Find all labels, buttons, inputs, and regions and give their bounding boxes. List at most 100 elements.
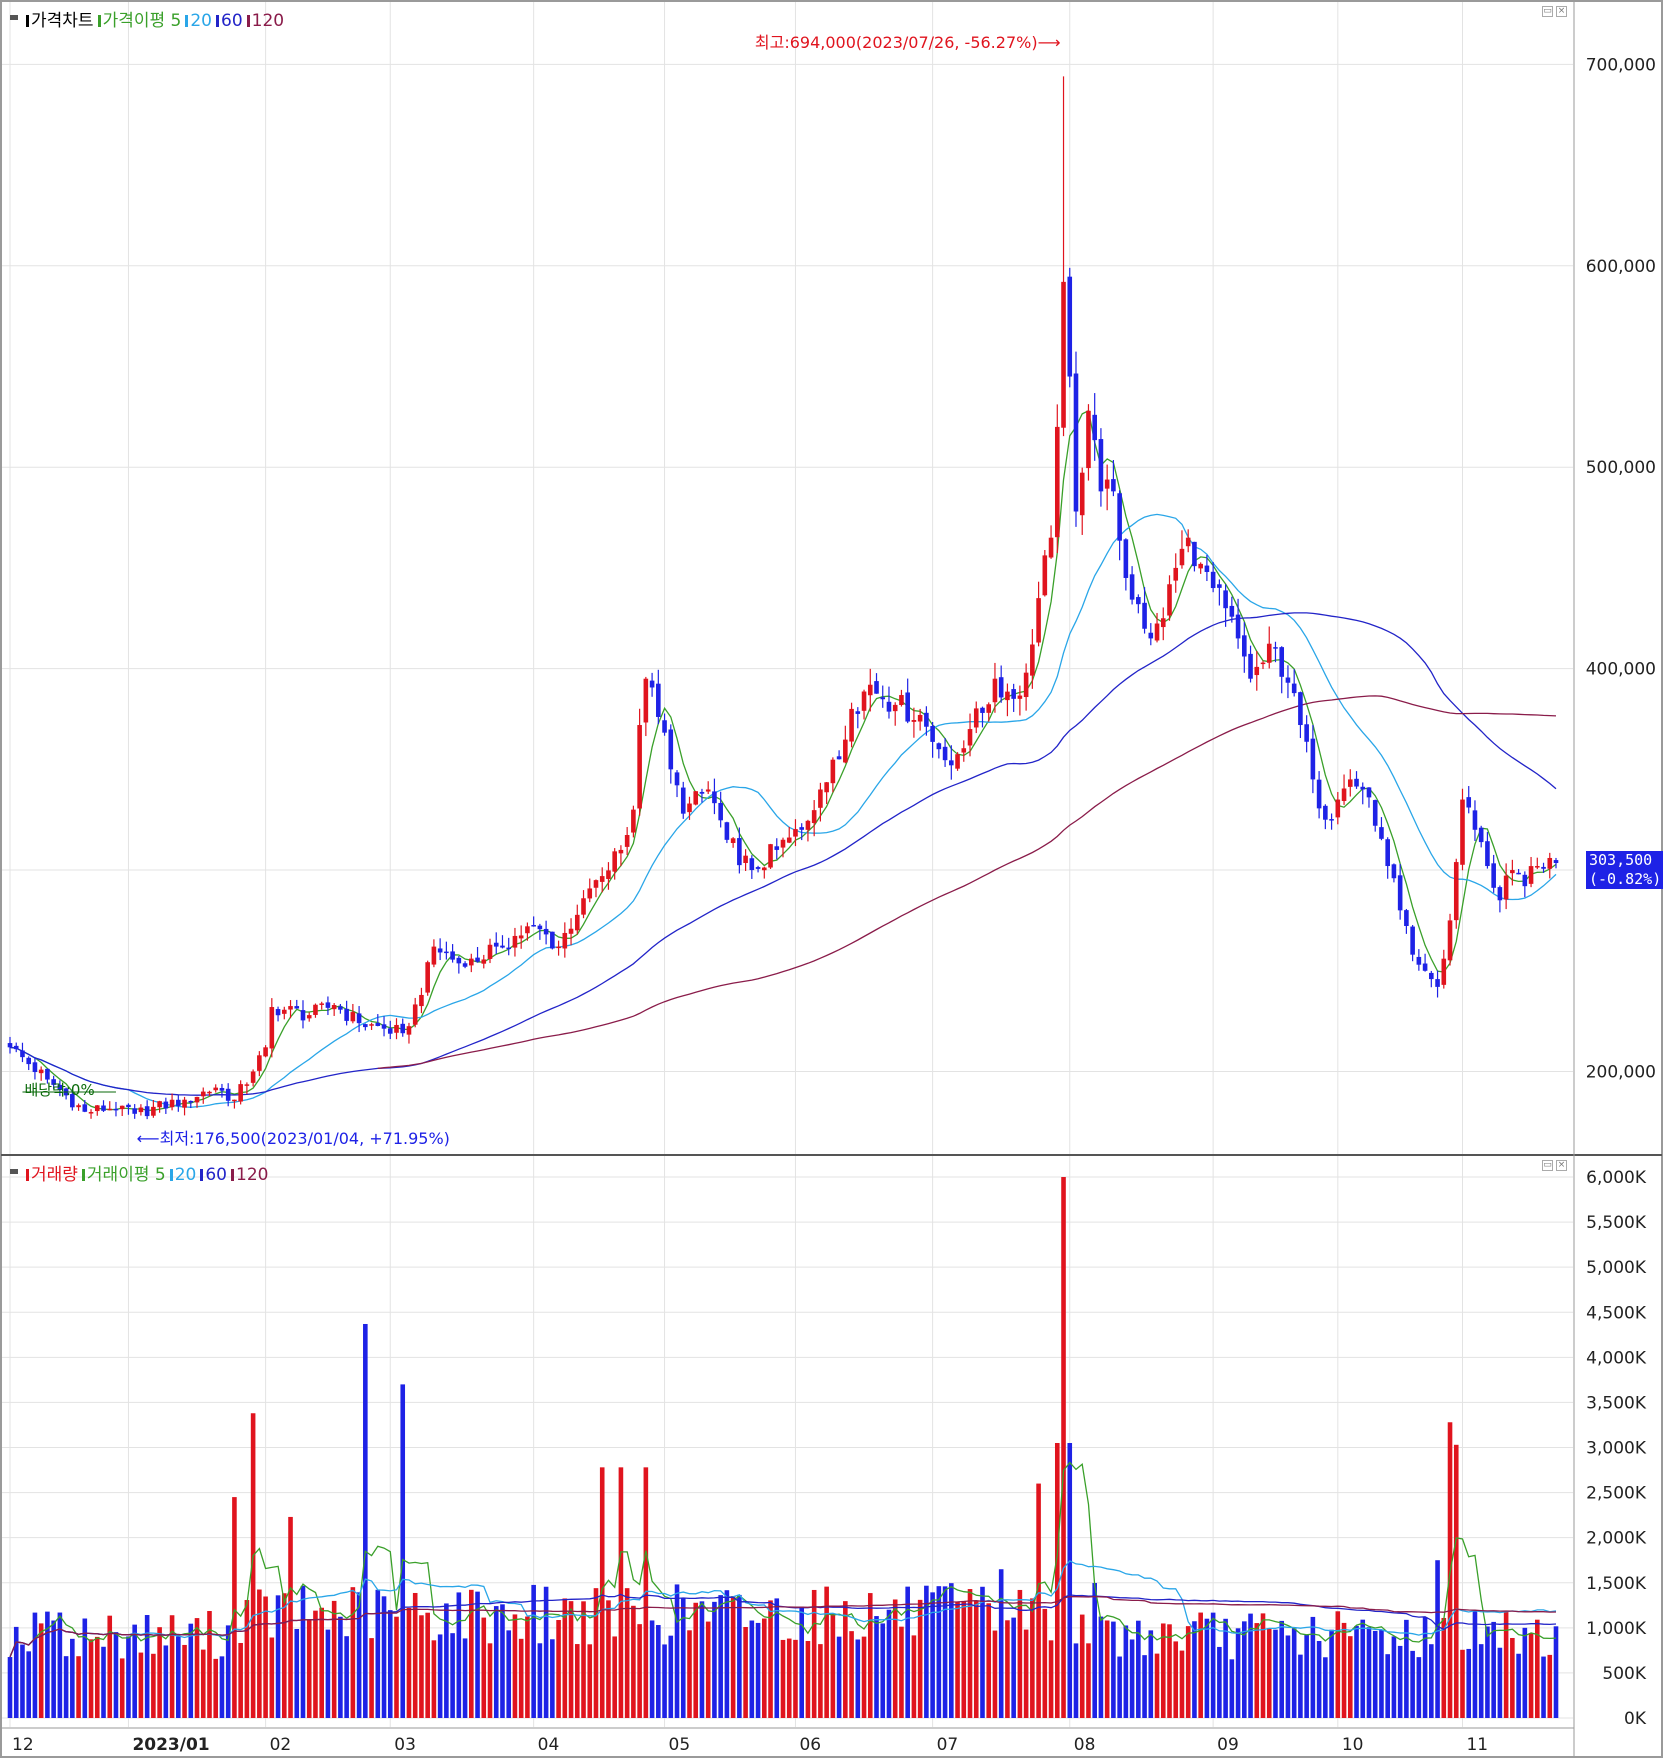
- volume-bar: [1111, 1621, 1116, 1718]
- minimize-panel-icon[interactable]: ▭: [1542, 1160, 1553, 1171]
- candle-body: [955, 754, 960, 769]
- volume-bar: [805, 1641, 811, 1718]
- candle: [874, 673, 879, 694]
- volume-bar: [768, 1600, 773, 1718]
- volume-bar: [525, 1616, 530, 1718]
- candle: [26, 1056, 32, 1071]
- legend-period-20: 20: [190, 11, 212, 31]
- candle-body: [1042, 555, 1048, 596]
- candle: [288, 1000, 293, 1019]
- candle-body: [1204, 565, 1210, 572]
- volume-bar: [836, 1636, 842, 1718]
- volume-bar: [394, 1616, 399, 1718]
- candle-body: [1323, 805, 1328, 820]
- candle-body: [581, 898, 586, 915]
- candle-body: [1260, 662, 1266, 665]
- chart-annotations: 최고:694,000(2023/07/26, -56.27%)⟶ ⟵최저:176,…: [22, 33, 1061, 1148]
- candle: [1323, 804, 1328, 830]
- candle-body: [998, 677, 1004, 698]
- volume-bar: [880, 1623, 886, 1718]
- legend-marker: [216, 15, 219, 27]
- candle: [1510, 859, 1515, 886]
- candle: [1092, 393, 1097, 461]
- volume-bar: [886, 1609, 892, 1718]
- candle: [1385, 837, 1390, 879]
- price-tick-label: 700,000: [1586, 55, 1656, 75]
- candle: [70, 1089, 75, 1111]
- candle: [1073, 351, 1079, 527]
- candle-body: [381, 1024, 387, 1029]
- volume-bar: [257, 1589, 262, 1718]
- candle-body: [886, 701, 892, 712]
- candle: [917, 708, 923, 731]
- candle-body: [51, 1079, 56, 1085]
- volume-bar: [518, 1638, 524, 1718]
- x-axis-labels: 12 2023/01 02 03 04 05 06 07 08 09 10 11: [12, 1735, 1488, 1755]
- candle-body: [481, 959, 487, 964]
- candle: [612, 848, 617, 880]
- candle: [774, 838, 780, 860]
- candle-body: [1354, 778, 1359, 787]
- candle: [157, 1100, 162, 1113]
- volume-bar: [1478, 1644, 1484, 1718]
- close-panel-icon[interactable]: ×: [1556, 1160, 1567, 1171]
- price-legend[interactable]: 가격차트 가격이평 5 20 60 120: [10, 6, 284, 31]
- close-panel-icon[interactable]: ×: [1556, 6, 1567, 17]
- candle-body: [899, 695, 904, 705]
- collapse-icon[interactable]: [10, 15, 18, 20]
- candle: [556, 940, 561, 956]
- collapse-icon[interactable]: [10, 1169, 18, 1174]
- candle-body: [1061, 281, 1066, 428]
- candle: [381, 1016, 387, 1037]
- candle: [188, 1100, 194, 1109]
- candle: [1391, 863, 1397, 883]
- candle: [151, 1099, 156, 1118]
- volume-bar: [1023, 1629, 1029, 1718]
- volume-bar: [1460, 1649, 1465, 1718]
- candle-body: [469, 958, 474, 966]
- candle: [1198, 562, 1203, 574]
- candle: [805, 819, 811, 842]
- candle-body: [1154, 623, 1160, 641]
- candle-body: [1129, 574, 1135, 600]
- candle-body: [599, 876, 605, 882]
- volume-bar: [1067, 1443, 1073, 1718]
- volume-bar: [936, 1586, 942, 1718]
- candle-body: [593, 880, 599, 888]
- candle-body: [1285, 677, 1291, 683]
- candle: [344, 1000, 349, 1026]
- volume-bar: [1054, 1443, 1060, 1718]
- candle-body: [113, 1108, 119, 1111]
- candle-body: [1360, 786, 1366, 790]
- candle: [637, 708, 642, 816]
- candle: [662, 713, 667, 736]
- volume-legend[interactable]: 거래량 거래이평 5 20 60 120: [10, 1160, 268, 1185]
- candle-body: [712, 791, 717, 804]
- volume-bar: [113, 1632, 119, 1718]
- minimize-panel-icon[interactable]: ▭: [1542, 6, 1553, 17]
- candle-body: [774, 846, 780, 850]
- candle: [82, 1100, 88, 1113]
- volume-bar: [506, 1630, 512, 1718]
- candle: [232, 1099, 237, 1109]
- candle: [257, 1051, 262, 1077]
- volume-bar: [1104, 1620, 1110, 1718]
- candle-body: [1192, 541, 1197, 567]
- candle-body: [107, 1108, 113, 1111]
- price-legend-ma-label: 가격이평: [102, 11, 166, 31]
- legend-period-5: 5: [170, 11, 182, 31]
- candle: [1036, 581, 1041, 647]
- volume-bar: [867, 1593, 873, 1718]
- volume-bar: [631, 1605, 636, 1718]
- candle: [693, 790, 699, 806]
- candle-body: [730, 838, 736, 843]
- candle-body: [313, 1004, 318, 1015]
- candle-body: [126, 1104, 131, 1108]
- candle: [32, 1057, 38, 1080]
- candle-body: [356, 1013, 362, 1024]
- price-legend-title: 가격차트: [31, 11, 94, 31]
- candle-body: [506, 947, 512, 950]
- candle-body: [132, 1108, 137, 1114]
